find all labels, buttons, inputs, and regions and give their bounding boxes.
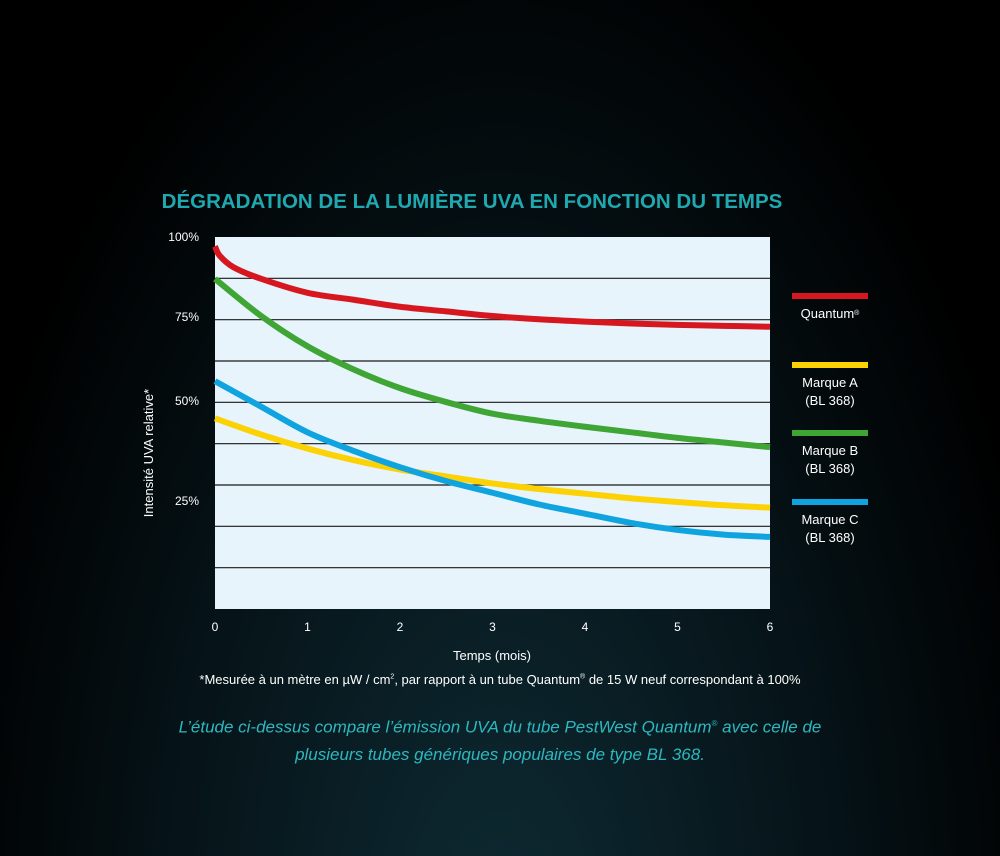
legend-label-1: Marque A xyxy=(802,375,858,390)
y-tick-label: 75% xyxy=(175,310,199,324)
x-tick-label: 5 xyxy=(674,620,681,634)
x-tick-label: 1 xyxy=(304,620,311,634)
caption-superscript: ® xyxy=(711,719,718,728)
footnote-superscript-2: ® xyxy=(580,673,586,681)
series xyxy=(212,244,771,540)
series-line-2 xyxy=(213,276,771,451)
plot-area xyxy=(215,237,770,609)
x-tick-label: 4 xyxy=(582,620,589,634)
x-tick-label: 0 xyxy=(212,620,219,634)
series-line-0 xyxy=(212,244,771,330)
footnote-text-2: , par rapport à un tube Quantum xyxy=(394,672,581,687)
legend-sublabel-2: (BL 368) xyxy=(805,461,854,476)
y-tick-label: 100% xyxy=(168,230,199,244)
x-axis-ticks: 0 1 2 3 4 5 6 xyxy=(212,620,774,634)
legend: Quantum® Marque A (BL 368) Marque B (BL 368)… xyxy=(792,293,868,545)
caption: L’étude ci-dessus compare l’émission UVA… xyxy=(150,710,850,768)
footnote-text-3: de 15 W neuf correspondant à 100% xyxy=(585,672,801,687)
x-tick-label: 6 xyxy=(767,620,774,634)
series-line-1 xyxy=(214,415,771,511)
chart-title: DÉGRADATION DE LA LUMIÈRE UVA EN FONCTIO… xyxy=(162,190,783,213)
series-line-3 xyxy=(213,378,771,540)
legend-sublabel-1: (BL 368) xyxy=(805,393,854,408)
legend-label-0: Quantum® xyxy=(801,306,860,321)
footnote-text-1: *Mesurée à un mètre en µW / cm xyxy=(199,672,391,687)
footnote-superscript-1: 2 xyxy=(390,673,395,681)
y-tick-label: 25% xyxy=(175,494,199,508)
legend-sublabel-3: (BL 368) xyxy=(805,530,854,545)
y-tick-label: 50% xyxy=(175,394,199,408)
x-tick-label: 3 xyxy=(489,620,496,634)
footnote: *Mesurée à un mètre en µW / cm2, par rap… xyxy=(0,672,1000,687)
caption-text-2: avec celle de plusieurs tubes génériques… xyxy=(295,717,822,764)
legend-label-3: Marque C xyxy=(801,512,858,527)
x-tick-label: 2 xyxy=(397,620,404,634)
y-axis-ticks: 100% 75% 50% 25% xyxy=(168,230,199,508)
x-axis-label: Temps (mois) xyxy=(453,648,531,663)
caption-text-1: L’étude ci-dessus compare l’émission UVA… xyxy=(178,717,712,737)
legend-label-2: Marque B xyxy=(802,443,858,458)
y-axis-label: Intensité UVA relative* xyxy=(141,389,156,517)
